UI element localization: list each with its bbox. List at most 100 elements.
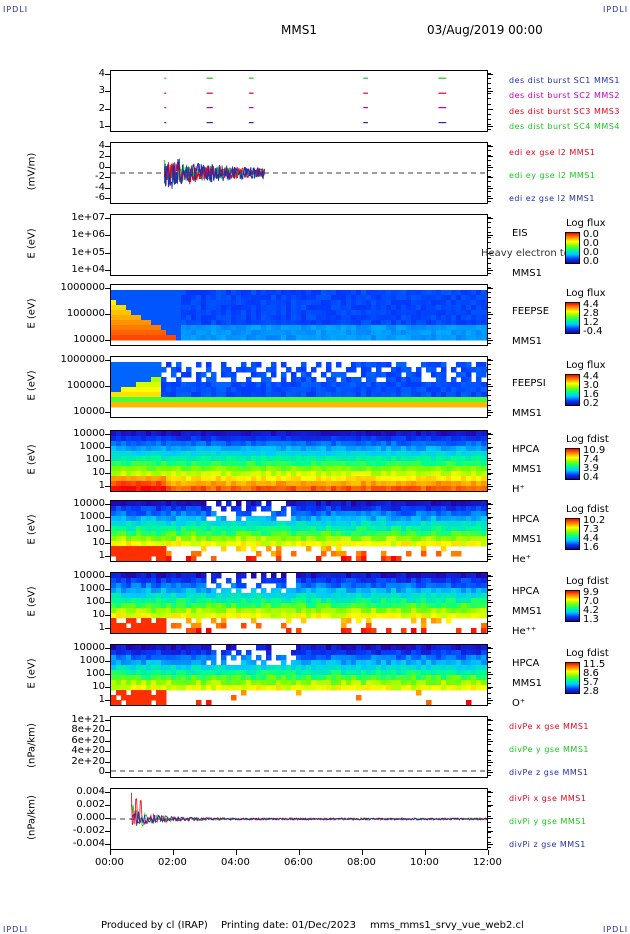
cell-hpca_h-31-0 — [266, 431, 272, 437]
cell-hpca_h-70-7 — [461, 466, 467, 472]
cell-hpca_he-10-8 — [161, 541, 167, 547]
cell-hpca_o-64-3 — [431, 660, 437, 666]
cell-hpca_hepp-53-5 — [376, 598, 382, 604]
cell-hpca_h-12-6 — [171, 461, 177, 467]
cell-hpca_o-28-5 — [251, 670, 257, 676]
cell-hpca_h-8-9 — [151, 476, 157, 482]
cell-hpca_he-65-10 — [436, 551, 442, 557]
ytick-mark-right-hpca_he-0 — [488, 504, 493, 505]
cell-feepsi-22-2 — [221, 367, 227, 373]
cell-hpca_h-2-4 — [121, 451, 127, 457]
cell-hpca_he-68-1 — [451, 506, 457, 512]
cell-feepsi-59-3 — [406, 372, 412, 378]
cell-hpca_o-19-1 — [206, 650, 212, 656]
cell-hpca_o-39-6 — [306, 675, 312, 681]
cell-hpca_o-36-1 — [291, 650, 297, 656]
cell-hpca_o-46-8 — [341, 685, 347, 691]
cell-hpca_o-56-4 — [391, 665, 397, 671]
cell-hpca_h-19-6 — [206, 461, 212, 467]
cell-hpca_h-28-4 — [251, 451, 257, 457]
cell-hpca_o-3-2 — [126, 655, 132, 661]
cell-hpca_hepp-50-1 — [361, 578, 367, 584]
cell-hpca_hepp-60-9 — [411, 618, 417, 624]
ytick-mark-hpca_hepp-2 — [105, 602, 110, 603]
cell-feepse-2-1 — [121, 290, 127, 296]
cell-hpca_hepp-69-1 — [456, 578, 462, 584]
cell-hpca_h-21-4 — [216, 451, 222, 457]
cell-hpca_o-65-4 — [436, 665, 442, 671]
cell-hpca_hepp-2-7 — [121, 608, 127, 614]
cell-hpca_o-14-4 — [181, 665, 187, 671]
cell-hpca_he-7-4 — [146, 521, 152, 527]
cell-hpca_h-73-8 — [476, 471, 482, 477]
cell-hpca_h-29-3 — [256, 446, 262, 452]
cell-hpca_o-65-1 — [436, 650, 442, 656]
cell-hpca_he-42-9 — [321, 546, 327, 552]
cell-hpca_h-3-2 — [126, 441, 132, 447]
cell-hpca_h-5-0 — [136, 431, 142, 437]
cell-feepse-9-1 — [156, 290, 162, 296]
cell-hpca_hepp-30-6 — [261, 603, 267, 609]
ytick-mark-edi-3 — [105, 177, 110, 179]
cell-feepse-57-1 — [396, 290, 402, 296]
cell-hpca_o-48-5 — [351, 670, 357, 676]
cell-hpca_o-29-7 — [256, 680, 262, 686]
cell-hpca_he-71-0 — [466, 501, 472, 507]
cell-hpca_hepp-22-6 — [221, 603, 227, 609]
cell-hpca_h-36-0 — [291, 431, 297, 437]
cell-hpca_he-72-2 — [471, 511, 477, 517]
cell-hpca_hepp-2-3 — [121, 588, 127, 594]
cell-hpca_he-67-4 — [446, 521, 452, 527]
cell-hpca_o-51-3 — [366, 660, 372, 666]
cell-feepsi-43-8 — [326, 397, 332, 403]
cell-hpca_h-64-7 — [431, 466, 437, 472]
cell-hpca_o-6-6 — [141, 675, 147, 681]
cell-hpca_o-8-4 — [151, 665, 157, 671]
cell-hpca_h-19-8 — [206, 471, 212, 477]
cell-hpca_o-53-4 — [376, 665, 382, 671]
cell-hpca_o-38-6 — [301, 675, 307, 681]
minor-tick-divpi-3 — [488, 806, 491, 808]
cell-hpca_h-23-8 — [226, 471, 232, 477]
cell-hpca_h-70-6 — [461, 461, 467, 467]
cell-hpca_hepp-46-10 — [341, 623, 347, 629]
minor-tick-burst-10 — [488, 123, 491, 125]
cell-feepsi-74-9 — [481, 402, 487, 408]
cell-feepse-37-4 — [296, 305, 302, 311]
minor-tick-burst-9 — [488, 118, 491, 120]
cell-hpca_h-32-7 — [271, 466, 277, 472]
cell-hpca_hepp-57-8 — [396, 613, 402, 619]
cell-hpca_o-44-3 — [331, 660, 337, 666]
cell-hpca_hepp-46-8 — [341, 613, 347, 619]
cell-hpca_o-27-6 — [246, 675, 252, 681]
cell-hpca_h-39-6 — [306, 461, 312, 467]
plot-eis — [111, 215, 487, 275]
cell-feepse-20-2 — [211, 295, 217, 301]
cell-hpca_h-32-8 — [271, 471, 277, 477]
cell-hpca_hepp-35-5 — [286, 598, 292, 604]
minor-tick-hpca_hepp-6 — [488, 605, 491, 607]
cell-hpca_h-3-8 — [126, 471, 132, 477]
cell-hpca_h-75-4 — [486, 451, 487, 457]
cell-hpca_hepp-63-7 — [426, 608, 432, 614]
cell-hpca_h-53-4 — [376, 451, 382, 457]
cell-hpca_hepp-59-4 — [406, 593, 412, 599]
cell-feepse-62-10 — [421, 335, 427, 341]
cell-hpca_h-29-9 — [256, 476, 262, 482]
cell-hpca_he-1-7 — [116, 536, 122, 542]
cell-hpca_o-1-11 — [116, 700, 122, 705]
cell-hpca_h-14-4 — [181, 451, 187, 457]
cell-feepse-21-2 — [216, 295, 222, 301]
cell-hpca_o-73-1 — [476, 650, 482, 656]
cell-hpca_h-35-7 — [286, 466, 292, 472]
cell-hpca_hepp-10-10 — [161, 623, 167, 629]
cell-hpca_h-57-7 — [396, 466, 402, 472]
cell-hpca_hepp-62-5 — [421, 598, 427, 604]
cell-hpca_o-45-3 — [336, 660, 342, 666]
cell-hpca_h-34-11 — [281, 486, 287, 491]
cell-feepsi-14-9 — [181, 402, 187, 408]
cell-hpca_o-64-6 — [431, 675, 437, 681]
cell-feepsi-20-5 — [211, 382, 217, 388]
cell-hpca_hepp-75-0 — [486, 573, 487, 579]
cell-hpca_hepp-10-5 — [161, 598, 167, 604]
